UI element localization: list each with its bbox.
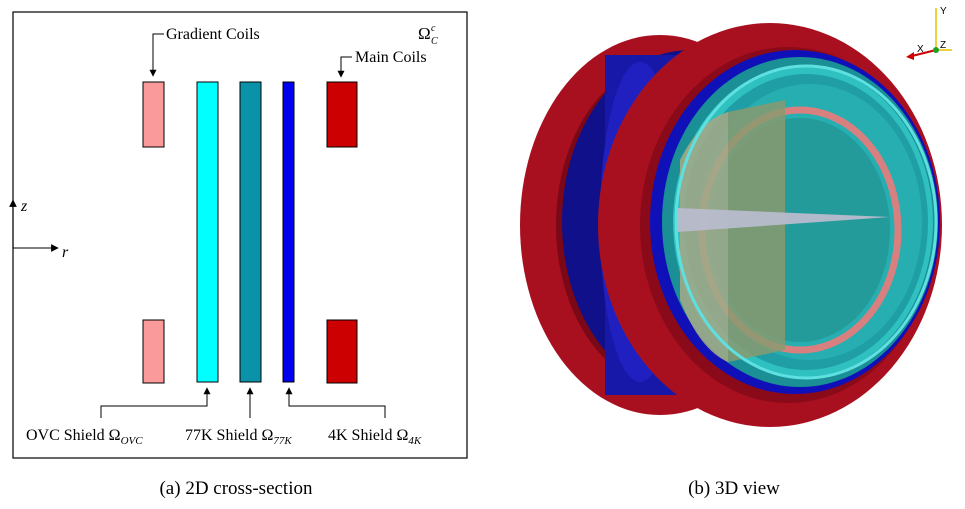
k4-shield-bar (282, 81, 295, 383)
k4-leader (285, 387, 386, 418)
gradient-coils-label: Gradient Coils (166, 26, 260, 43)
symmetry-plane (728, 100, 785, 362)
panel-b-3d-view: Y X Z (b) 3D view (520, 6, 952, 499)
caption-b: (b) 3D view (688, 478, 780, 499)
ovc-leader (100, 387, 211, 418)
gradient-coil-bottom (142, 319, 165, 384)
ovc-shield-label: OVC Shield ΩOVC (26, 427, 143, 447)
svg-text:Ω: Ω (418, 24, 431, 43)
main-coil-top (326, 81, 358, 148)
z-axis-label: z (20, 198, 28, 215)
k77-shield-label: 77K Shield Ω77K (185, 427, 292, 447)
svg-text:c: c (431, 23, 436, 34)
triad-y-label: Y (940, 6, 947, 17)
main-coils-leader (337, 56, 352, 78)
main-coils-label: Main Coils (355, 49, 427, 66)
gradient-coil-top (142, 81, 165, 148)
panel-a-cross-section: Gradient Coils Main Coils Ω c C z r OVC … (9, 11, 468, 499)
gradient-coils-leader (149, 33, 164, 77)
orientation-triad: Y X Z (906, 6, 952, 60)
caption-a: (a) 2D cross-section (159, 478, 313, 499)
k4-shield-label: 4K Shield Ω4K (328, 427, 422, 447)
svg-text:77K Shield Ω77K: 77K Shield Ω77K (185, 427, 292, 447)
svg-text:OVC Shield ΩOVC: OVC Shield ΩOVC (26, 427, 143, 447)
ovc-shield-bar (196, 81, 219, 383)
triad-z-label: Z (940, 40, 946, 51)
domain-omega-label: Ω c C (418, 23, 438, 47)
axis-wedge (677, 208, 890, 232)
k77-shield-bar (239, 81, 262, 383)
svg-text:4K Shield Ω4K: 4K Shield Ω4K (328, 427, 422, 447)
r-axis-label: r (62, 244, 69, 261)
svg-text:C: C (431, 36, 438, 47)
triad-x-label: X (917, 44, 924, 55)
main-coil-bottom (326, 319, 358, 384)
